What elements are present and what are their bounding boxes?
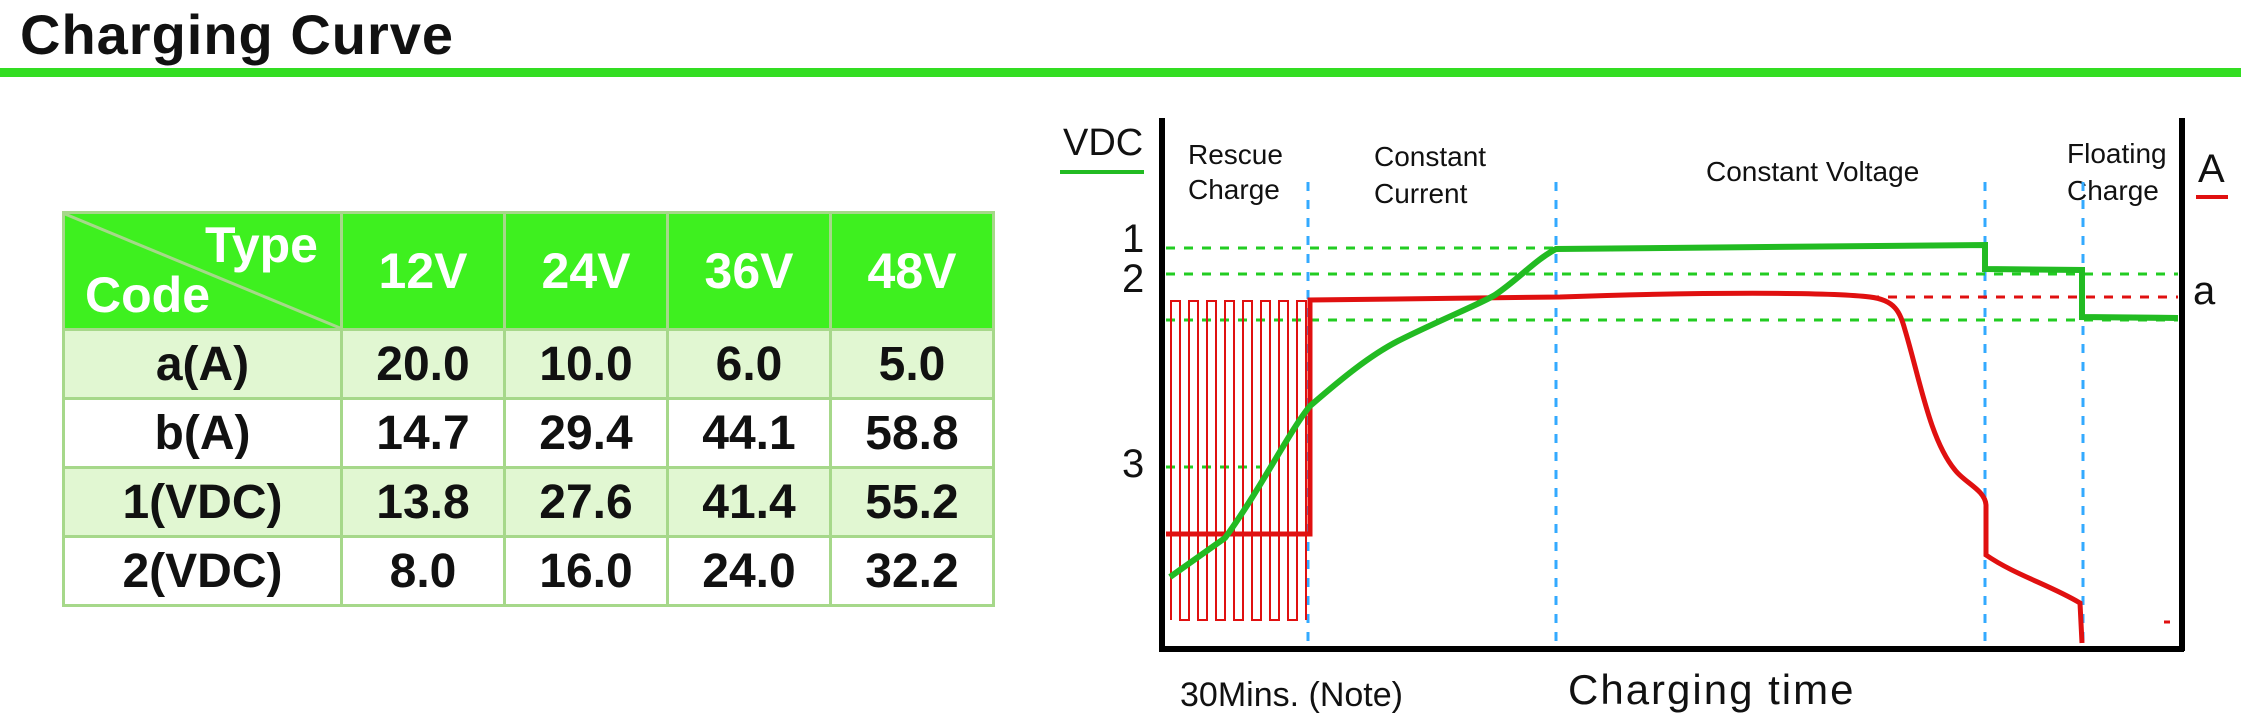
row-code: 2(VDC) — [62, 535, 343, 607]
charging-curve-diagram: VDC A 1 2 3 a Rescue Charge Constant Cur… — [1060, 118, 2228, 714]
phase-cc-line1: Constant — [1374, 141, 1486, 172]
tick-label-a: a — [2193, 269, 2216, 313]
column-header-24v: 24V — [503, 211, 669, 331]
amp-axis-label: A — [2198, 147, 2225, 191]
title-underline — [0, 68, 2241, 77]
tick-label-1: 1 — [1122, 217, 1144, 261]
corner-type-label: Type — [205, 217, 318, 273]
voltage-reference-lines — [1166, 246, 2178, 469]
row-code: 1(VDC) — [62, 466, 343, 538]
table-cell: 14.7 — [340, 397, 506, 469]
column-header-48v: 48V — [829, 211, 995, 331]
corner-diagonal — [65, 214, 340, 328]
x-axis-label: Charging time — [1568, 666, 1855, 713]
table-cell: 58.8 — [829, 397, 995, 469]
table-cell: 41.4 — [666, 466, 832, 538]
table-cell: 29.4 — [503, 397, 669, 469]
table-cell: 5.0 — [829, 328, 995, 400]
table-cell: 55.2 — [829, 466, 995, 538]
phase-rescue-line2: Charge — [1188, 174, 1280, 205]
current-curve — [1166, 290, 2085, 644]
tick-label-2: 2 — [1122, 257, 1144, 301]
table-corner-cell: Type Code — [62, 211, 343, 331]
table-cell: 32.2 — [829, 535, 995, 607]
row-code: a(A) — [62, 328, 343, 400]
table-cell: 13.8 — [340, 466, 506, 538]
table-row: 1(VDC) 13.8 27.6 41.4 55.2 — [62, 466, 995, 538]
table-cell: 10.0 — [503, 328, 669, 400]
corner-code-label: Code — [85, 267, 210, 323]
tick-label-3: 3 — [1122, 442, 1144, 486]
vdc-axis-label: VDC — [1063, 122, 1143, 164]
table-cell: 24.0 — [666, 535, 832, 607]
table-row: 2(VDC) 8.0 16.0 24.0 32.2 — [62, 535, 995, 607]
phase-cv-label: Constant Voltage — [1706, 156, 1919, 187]
row-code: b(A) — [62, 397, 343, 469]
phase-rescue-line1: Rescue — [1188, 139, 1283, 170]
phase-float-line1: Floating — [2067, 138, 2167, 169]
voltage-curve — [1168, 241, 2179, 580]
column-header-36v: 36V — [666, 211, 832, 331]
spec-table: Type Code 12V 24V 36V 48V a(A) 20.0 10.0… — [62, 211, 995, 607]
phase-float-line2: Charge — [2067, 175, 2159, 206]
table-cell: 27.6 — [503, 466, 669, 538]
phase-dividers — [1306, 182, 2085, 647]
table-row: a(A) 20.0 10.0 6.0 5.0 — [62, 328, 995, 400]
rescue-pulse-current — [1170, 300, 1307, 621]
column-header-12v: 12V — [340, 211, 506, 331]
note-label: 30Mins. (Note) — [1180, 676, 1403, 714]
table-cell: 16.0 — [503, 535, 669, 607]
phase-cc-line2: Current — [1374, 178, 1468, 209]
table-cell: 20.0 — [340, 328, 506, 400]
table-cell: 8.0 — [340, 535, 506, 607]
page-title: Charging Curve — [20, 3, 455, 66]
table-cell: 6.0 — [666, 328, 832, 400]
table-cell: 44.1 — [666, 397, 832, 469]
table-header-row: Type Code 12V 24V 36V 48V — [62, 211, 995, 331]
table-row: b(A) 14.7 29.4 44.1 58.8 — [62, 397, 995, 469]
